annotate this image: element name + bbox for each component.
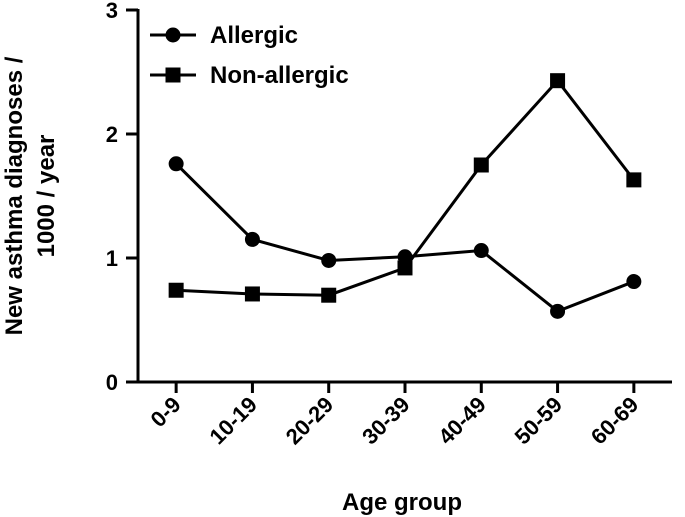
legend-label: Non-allergic <box>210 62 349 89</box>
y-axis-title-line-2: 1000 / year <box>33 135 60 258</box>
data-point <box>473 157 489 173</box>
series-non-allergic <box>168 73 642 303</box>
x-tick-label: 50-59 <box>510 392 567 449</box>
data-point <box>626 172 642 188</box>
data-point <box>626 274 642 290</box>
series-group <box>168 73 642 319</box>
y-tick-label: 0 <box>106 370 118 395</box>
legend: Allergic Non-allergic <box>150 22 349 89</box>
y-tick-label: 2 <box>106 122 118 147</box>
x-tick-label: 40-49 <box>433 392 490 449</box>
data-point <box>321 287 337 303</box>
x-tick-label: 10-19 <box>204 392 261 449</box>
y-axis-title-line-1: New asthma diagnoses / <box>1 56 28 335</box>
data-point <box>550 303 566 319</box>
legend-marker-square <box>165 67 181 83</box>
data-point <box>397 260 413 276</box>
x-axis-title: Age group <box>342 489 462 516</box>
y-axis-title: New asthma diagnoses / 1000 / year <box>1 56 60 335</box>
data-point <box>244 286 260 302</box>
legend-marker-circle <box>165 27 181 43</box>
x-tick-label: 60-69 <box>586 392 643 449</box>
y-axis-ticks: 0 1 2 3 <box>106 0 138 395</box>
series-allergic <box>168 156 642 319</box>
data-point <box>473 243 489 259</box>
legend-item: Non-allergic <box>150 62 349 89</box>
data-point <box>168 282 184 298</box>
data-point <box>244 231 260 247</box>
y-tick-label: 3 <box>106 0 118 23</box>
y-tick-label: 1 <box>106 246 118 271</box>
legend-label: Allergic <box>210 22 298 49</box>
x-tick-label: 20-29 <box>281 392 338 449</box>
x-tick-label: 30-39 <box>357 392 414 449</box>
legend-item: Allergic <box>150 22 298 49</box>
series-line <box>175 162 635 314</box>
data-point <box>550 73 566 89</box>
x-tick-label: 0-9 <box>146 392 186 432</box>
x-axis-ticks: 0-9 10-19 20-29 30-39 40-49 50-59 60-69 <box>146 382 643 449</box>
data-point <box>168 156 184 172</box>
data-point <box>321 252 337 268</box>
